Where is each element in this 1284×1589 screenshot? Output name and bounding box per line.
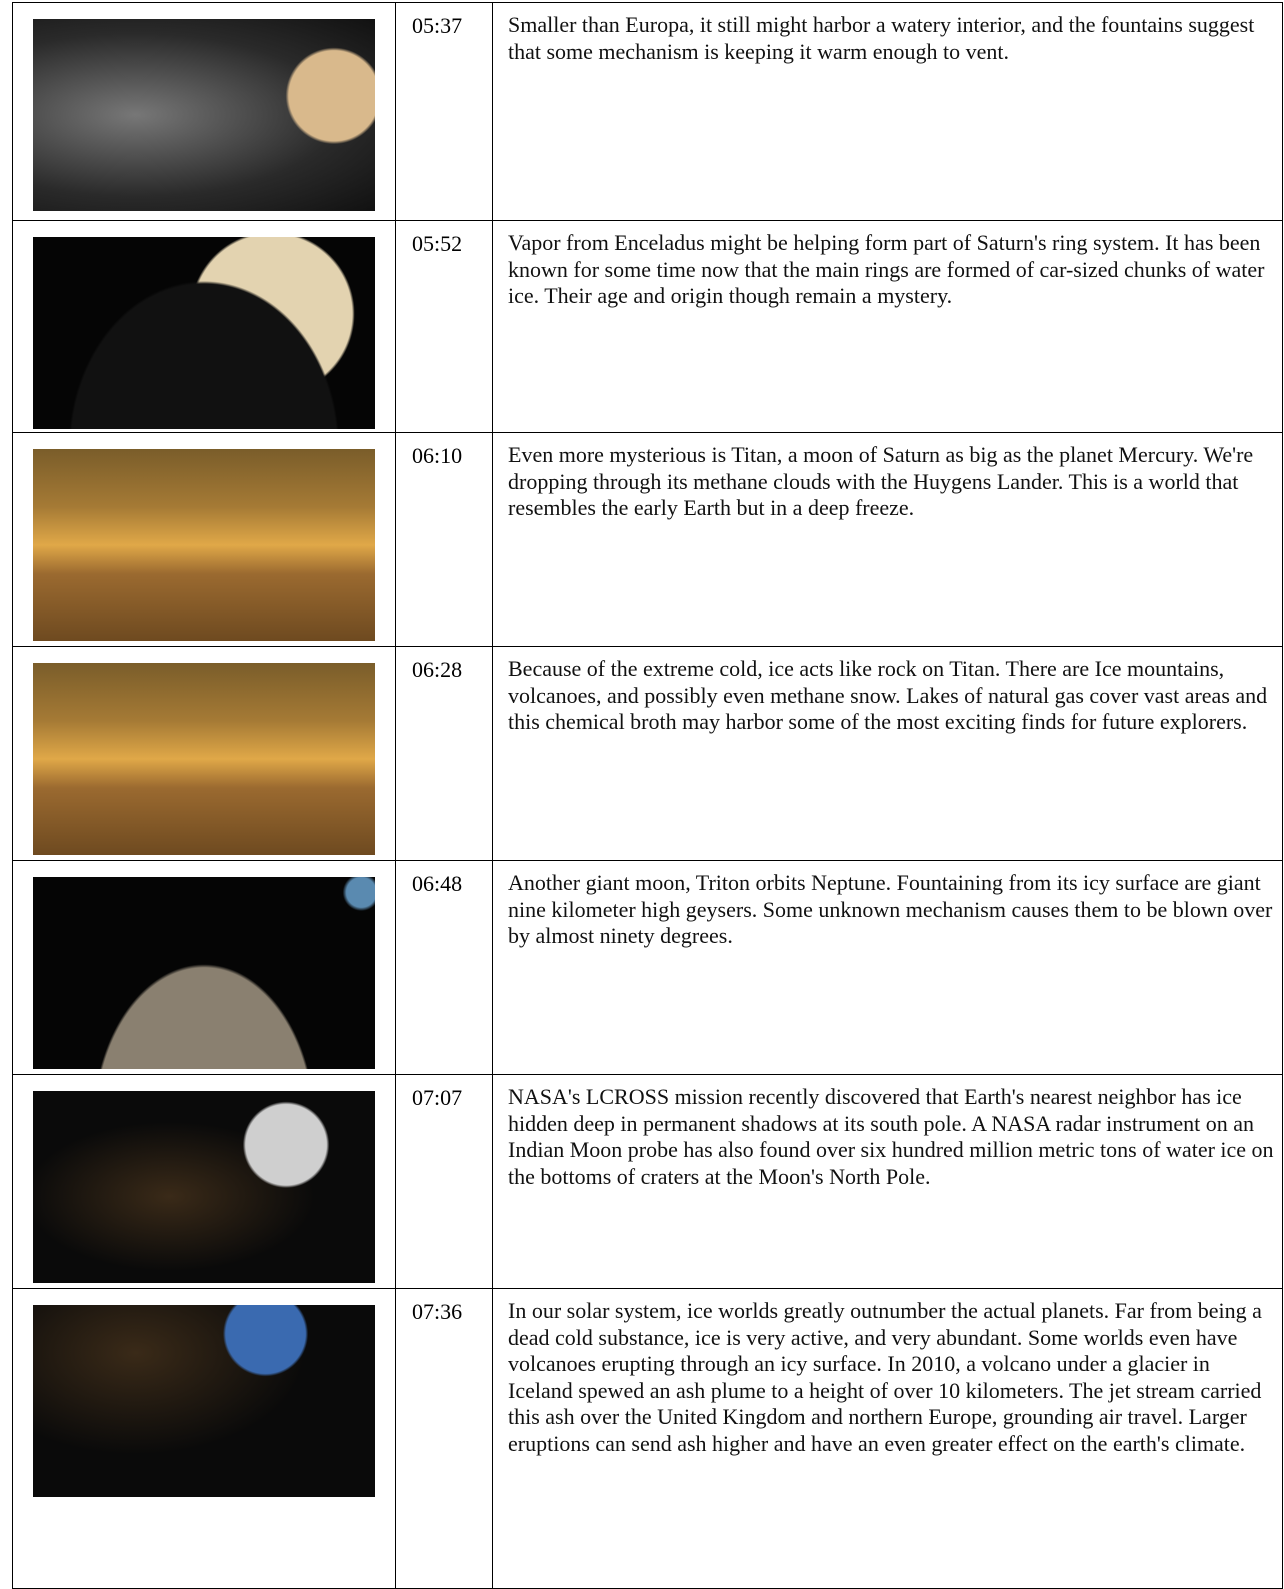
narration-text: Smaller than Europa, it still might harb… bbox=[492, 2, 1283, 221]
timestamp: 06:10 bbox=[395, 432, 493, 647]
thumbnail bbox=[33, 237, 375, 429]
thumbnail bbox=[33, 449, 375, 641]
timestamp: 06:48 bbox=[395, 860, 493, 1075]
table-row: 06:10 Even more mysterious is Titan, a mo… bbox=[12, 432, 1283, 647]
thumbnail-cell bbox=[12, 1074, 396, 1289]
thumbnail bbox=[33, 1091, 375, 1283]
thumbnail-cell bbox=[12, 1288, 396, 1589]
transcript-table: 05:37 Smaller than Europa, it still might… bbox=[12, 2, 1283, 1589]
table-row: 05:37 Smaller than Europa, it still might… bbox=[12, 2, 1283, 221]
thumbnail-cell bbox=[12, 432, 396, 647]
table-row: 06:48 Another giant moon, Triton orbits N… bbox=[12, 860, 1283, 1075]
thumbnail-cell bbox=[12, 220, 396, 433]
narration-text: NASA's LCROSS mission recently discovere… bbox=[492, 1074, 1283, 1289]
thumbnail-cell bbox=[12, 646, 396, 861]
narration-text: Another giant moon, Triton orbits Neptun… bbox=[492, 860, 1283, 1075]
timestamp: 07:07 bbox=[395, 1074, 493, 1289]
timestamp: 05:52 bbox=[395, 220, 493, 433]
narration-text: Because of the extreme cold, ice acts li… bbox=[492, 646, 1283, 861]
thumbnail bbox=[33, 19, 375, 211]
narration-text: In our solar system, ice worlds greatly … bbox=[492, 1288, 1283, 1589]
table-row: 07:36 In our solar system, ice worlds gre… bbox=[12, 1288, 1283, 1589]
page: 05:37 Smaller than Europa, it still might… bbox=[12, 2, 1283, 1589]
thumbnail bbox=[33, 877, 375, 1069]
table-row: 07:07 NASA's LCROSS mission recently disc… bbox=[12, 1074, 1283, 1289]
timestamp: 06:28 bbox=[395, 646, 493, 861]
narration-text: Vapor from Enceladus might be helping fo… bbox=[492, 220, 1283, 433]
thumbnail-cell bbox=[12, 2, 396, 221]
table-row: 06:28 Because of the extreme cold, ice ac… bbox=[12, 646, 1283, 861]
thumbnail-cell bbox=[12, 860, 396, 1075]
thumbnail bbox=[33, 663, 375, 855]
thumbnail bbox=[33, 1305, 375, 1497]
narration-text: Even more mysterious is Titan, a moon of… bbox=[492, 432, 1283, 647]
timestamp: 05:37 bbox=[395, 2, 493, 221]
timestamp: 07:36 bbox=[395, 1288, 493, 1589]
table-row: 05:52 Vapor from Enceladus might be helpi… bbox=[12, 220, 1283, 433]
